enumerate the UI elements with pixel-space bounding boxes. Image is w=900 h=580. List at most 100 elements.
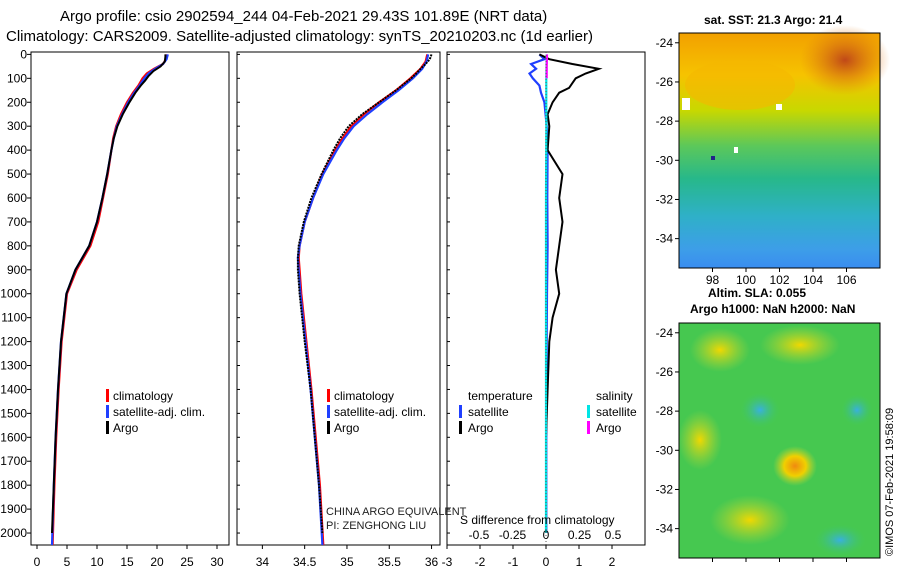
salinity-series: [296, 54, 433, 546]
legend-swatch-satellite: [327, 405, 330, 418]
series-line-argo: [51, 54, 167, 534]
legend-heading-temperature: temperature: [468, 389, 533, 403]
x-tick-label: -3: [442, 555, 453, 569]
difference-series: [527, 52, 603, 545]
sla-low-patch: [740, 392, 780, 428]
sla-high-patch: [690, 328, 750, 372]
legend-label-s-argo: Argo: [596, 421, 622, 435]
legend-label-argo: Argo: [113, 421, 139, 435]
pi-text-line2: PI: ZENGHONG LIU: [326, 520, 426, 532]
salinity-legend: climatology satellite-adj. clim. Argo: [327, 389, 426, 435]
map-y-tick-label: -30: [656, 153, 674, 167]
x-tick-label: 25: [180, 555, 194, 569]
sla-high-patch: [678, 410, 722, 470]
x-tick-label: 2: [609, 555, 616, 569]
legend-label-t-satellite: satellite: [468, 405, 509, 419]
salinity-panel-frame: [236, 51, 441, 546]
map-y-tick-label: -26: [656, 75, 674, 89]
depth-tick-label: 1800: [0, 478, 27, 492]
x-tick-label: 5: [64, 555, 71, 569]
s-difference-tick-label: 0: [543, 528, 550, 542]
depth-tick-label: 1300: [0, 359, 27, 373]
depth-tick-label: 400: [7, 143, 27, 157]
legend-label-s-satellite: satellite: [596, 405, 637, 419]
temperature-panel-frame: [30, 51, 230, 546]
temperature-series: [50, 54, 169, 546]
depth-tick-label: 300: [7, 119, 27, 133]
x-tick-label: 36: [425, 555, 439, 569]
legend-label-climatology: climatology: [334, 389, 394, 403]
x-tick-label: 34: [256, 555, 270, 569]
series-line-t-satellite: [527, 53, 549, 533]
depth-tick-label: 1700: [0, 454, 27, 468]
depth-tick-label: 900: [7, 263, 27, 277]
x-tick-label: 0: [543, 555, 550, 569]
sst-nodata-patch: [776, 104, 782, 110]
x-tick-label: 35: [340, 555, 354, 569]
salinity-x-axis: 34 34.5 35 35.5 36: [256, 545, 439, 569]
sla-map-title-line2: Argo h1000: NaN h2000: NaN: [690, 302, 855, 316]
sst-argo-marker: [711, 156, 715, 160]
difference-legend-salinity: salinity satellite Argo: [587, 389, 637, 435]
x-tick-label: 34.5: [293, 555, 317, 569]
series-line-s-satellite: [544, 54, 548, 533]
depth-tick-label: 200: [7, 95, 27, 109]
legend-swatch-t-satellite: [459, 405, 462, 418]
sla-low-patch: [814, 524, 866, 556]
series-line-satellite-adj-clim-: [296, 54, 430, 546]
depth-tick-label: 2000: [0, 526, 27, 540]
legend-label-satellite: satellite-adj. clim.: [113, 405, 205, 419]
x-tick-label: -1: [508, 555, 519, 569]
difference-x-axis: -3 -2 -1 0 1 2: [442, 545, 616, 569]
map-y-tick-label: -34: [656, 232, 674, 246]
sst-nodata-patch: [734, 147, 738, 153]
x-tick-label: 10: [90, 555, 104, 569]
temperature-x-axis: 0 5 10 15 20 25 30: [34, 545, 224, 569]
s-difference-axis: -0.5 -0.25 0 0.25 0.5: [469, 528, 622, 542]
legend-swatch-climatology: [327, 389, 330, 402]
sst-warm-band: [685, 60, 795, 110]
sla-low-patch: [841, 394, 873, 426]
map-x-tick-label: 106: [836, 273, 856, 287]
map-y-tick-label: -32: [656, 482, 674, 496]
legend-label-t-argo: Argo: [468, 421, 494, 435]
depth-tick-label: 1600: [0, 430, 27, 444]
map-y-tick-label: -28: [656, 114, 674, 128]
sst-warm-patch: [800, 25, 890, 95]
map-y-tick-label: -28: [656, 404, 674, 418]
sla-high-patch: [710, 495, 790, 545]
sst-nodata-patch: [682, 98, 690, 110]
map-x-tick-label: 104: [803, 273, 823, 287]
imos-watermark: ©IMOS 07-Feb-2021 19:58:09: [884, 408, 896, 556]
legend-label-satellite: satellite-adj. clim.: [334, 405, 426, 419]
legend-swatch-t-argo: [459, 421, 462, 434]
legend-swatch-s-argo: [587, 421, 590, 434]
legend-swatch-argo: [106, 421, 109, 434]
sla-map-axes: -24 -26 -28 -30 -32 -34: [656, 326, 847, 562]
depth-tick-label: 1000: [0, 287, 27, 301]
depth-axis: 0 100 200 300 400 500 600 700 800 900 1000 1100 1200…: [0, 47, 450, 540]
map-x-tick-label: 98: [706, 273, 720, 287]
s-difference-axis-label: S difference from climatology: [460, 513, 615, 527]
sla-high-patch: [760, 325, 840, 365]
map-y-tick-label: -34: [656, 522, 674, 536]
series-line-t-argo: [538, 53, 603, 533]
map-y-tick-label: -24: [656, 326, 674, 340]
depth-tick-label: 1900: [0, 502, 27, 516]
difference-legend-temperature: temperature satellite Argo: [459, 389, 533, 435]
s-difference-tick-label: 0.5: [605, 528, 622, 542]
depth-tick-label: 500: [7, 167, 27, 181]
legend-label-argo: Argo: [334, 421, 360, 435]
sst-map: -24 -26 -28 -30 -32 -34 98 100 102 104 106: [656, 25, 890, 287]
x-tick-label: -2: [475, 555, 486, 569]
legend-swatch-argo: [327, 421, 330, 434]
x-tick-label: 30: [210, 555, 224, 569]
legend-swatch-climatology: [106, 389, 109, 402]
depth-tick-label: 1100: [1, 311, 27, 325]
x-tick-label: 1: [576, 555, 583, 569]
map-x-tick-label: 102: [769, 273, 789, 287]
map-y-tick-label: -30: [656, 443, 674, 457]
map-x-tick-label: 100: [736, 273, 756, 287]
x-tick-label: 20: [150, 555, 164, 569]
